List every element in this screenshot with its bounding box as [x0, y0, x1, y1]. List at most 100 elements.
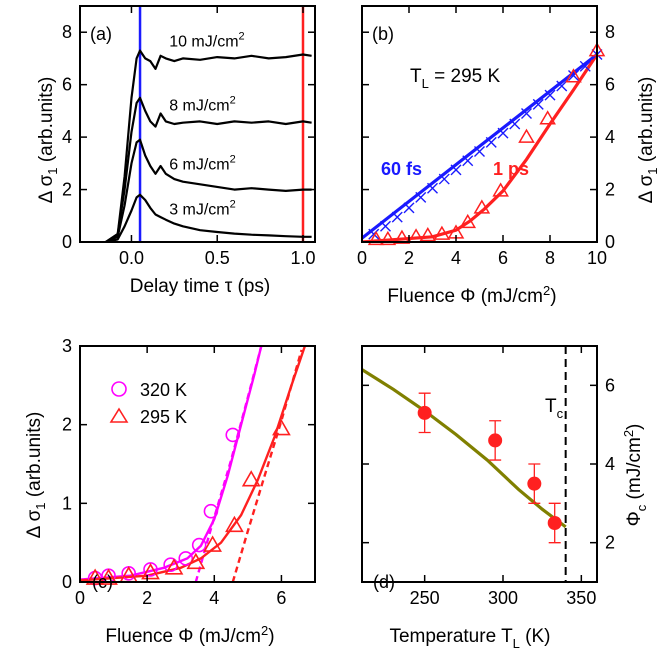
data-point-triangle: [492, 182, 509, 197]
legend-label-295k: 295 K: [140, 407, 187, 427]
data-point-x: [427, 182, 438, 194]
panel-c-xlabel: Fluence Φ (mJ/cm2): [105, 623, 274, 647]
panel-d-marks: [362, 346, 567, 582]
y-tick-label: 4: [605, 127, 615, 147]
panel-b-frame: [361, 5, 598, 243]
y-tick-label: 4: [605, 454, 615, 474]
svg-text:Φc (mJ/cm2): Φc (mJ/cm2): [621, 424, 649, 527]
data-point-circle: [191, 537, 207, 553]
panel-b-xlabel: Fluence Φ (mJ/cm2): [387, 283, 556, 307]
data-point-triangle: [141, 562, 160, 580]
series-label: 10 mJ/cm2: [169, 30, 244, 50]
y-tick-label: 1: [62, 493, 72, 513]
plot-area: [362, 346, 567, 582]
data-point-triangle: [419, 226, 437, 242]
data-point-circle: [225, 427, 241, 443]
data-point-triangle: [272, 418, 291, 436]
x-tick-label: 4: [209, 588, 219, 608]
dashed-line-1: [231, 349, 303, 582]
series-label-60fs: 60 fs: [381, 159, 422, 179]
data-point-triangle: [164, 558, 184, 575]
x-tick-label: 250: [410, 588, 440, 608]
y-tick-label: 8: [62, 22, 72, 42]
data-point-x: [521, 108, 532, 120]
data-point-circle: [178, 551, 194, 566]
svg-text:Δ σ1 (arb.units): Δ σ1 (arb.units): [36, 77, 60, 204]
panel-d-tc-label: Tc: [545, 396, 564, 421]
series-line-0: [105, 49, 312, 242]
data-point-triangle: [518, 128, 535, 143]
panel-c-marks: [80, 346, 307, 586]
legend-label-320k: 320 K: [140, 380, 187, 400]
panel-d-ylabel: Φc (mJ/cm2): [621, 424, 649, 527]
y-tick-label: 2: [605, 533, 615, 553]
data-point-x: [415, 191, 427, 203]
panel-d-ticks: 250 300 350 2 4 6: [362, 346, 615, 608]
data-point-x: [532, 98, 544, 110]
data-point-triangle: [565, 68, 582, 83]
series-label-1ps: 1 ps: [493, 159, 529, 179]
panel-c-legend: 320 K 295 K: [109, 380, 187, 427]
svg-text:Δ σ1 (arb.units): Δ σ1 (arb.units): [636, 77, 660, 204]
svg-text:Fluence Φ (mJ/cm2): Fluence Φ (mJ/cm2): [387, 283, 556, 307]
panel-a: 10 mJ/cm2 8 mJ/cm2 6 mJ/cm2 3 mJ/cm2 0.0 0.5…: [36, 5, 316, 297]
panel-c-label: (c): [92, 572, 113, 592]
data-point-filled: [488, 433, 503, 448]
panel-d-label: (d): [373, 572, 395, 592]
svg-text:Fluence Φ (mJ/cm2): Fluence Φ (mJ/cm2): [105, 623, 274, 647]
fit-line-1: [80, 346, 307, 582]
data-point-x: [368, 228, 380, 240]
panel-c-ylabel: Δ σ1 (arb.units): [24, 412, 48, 539]
legend-marker-320k: [111, 381, 127, 397]
data-point-x: [485, 136, 497, 148]
panel-c-frame: [79, 345, 316, 583]
y-tick-label: 2: [62, 180, 72, 200]
panel-b-ylabel: Δ σ1 (arb.units): [636, 77, 660, 204]
fit-line-1: [362, 53, 597, 242]
y-tick-label: 2: [605, 180, 615, 200]
svg-text:Temperature TL (K): Temperature TL (K): [389, 626, 550, 651]
panel-c: 0 2 4 6 0 1 2 3 (c) 320 K 295 K Fluence Φ (mJ/c…: [24, 336, 316, 647]
panel-d: 250 300 350 2 4 6 (d) Tc Temperature TL (K) Φ…: [361, 345, 649, 651]
x-tick-label: 10: [587, 248, 607, 268]
x-tick-label: 6: [276, 588, 286, 608]
panel-a-xlabel: Delay time τ (ps): [130, 276, 271, 297]
dashed-line-0: [194, 346, 263, 582]
data-point-x: [544, 89, 556, 101]
data-point-triangle: [186, 552, 206, 570]
y-tick-label: 6: [605, 375, 615, 395]
data-point-x: [438, 173, 450, 185]
panel-a-ylabel: Δ σ1 (arb.units): [36, 77, 60, 204]
data-point-triangle: [203, 535, 222, 552]
data-point-triangle: [539, 110, 556, 125]
data-point-x: [403, 202, 415, 214]
y-tick-label: 2: [62, 415, 72, 435]
svg-text:Δ σ1 (arb.units): Δ σ1 (arb.units): [24, 412, 48, 539]
x-tick-label: 0: [357, 248, 367, 268]
x-tick-label: 300: [488, 588, 518, 608]
data-point-circle: [203, 503, 219, 519]
series-line-1: [105, 96, 312, 242]
panel-b-annotation: TL = 295 K: [410, 66, 500, 91]
y-tick-label: 0: [605, 232, 615, 252]
data-point-filled: [547, 516, 562, 530]
data-point-filled: [527, 476, 542, 491]
x-tick-label: 350: [566, 588, 596, 608]
x-tick-label: 4: [451, 248, 461, 268]
data-point-triangle: [379, 230, 397, 246]
x-tick-label: 1.0: [290, 248, 315, 268]
plot-area: [362, 53, 597, 242]
data-point-x: [450, 164, 462, 176]
legend-marker-295k: [109, 407, 129, 423]
panel-b-marks: [362, 42, 606, 246]
series-label: 8 mJ/cm2: [169, 95, 236, 115]
data-point-triangle: [225, 515, 244, 533]
y-tick-label: 0: [62, 572, 72, 592]
data-point-triangle: [393, 229, 411, 244]
y-tick-label: 6: [605, 75, 615, 95]
x-tick-label: 6: [498, 248, 508, 268]
y-tick-label: 6: [62, 75, 72, 95]
data-point-x: [497, 127, 509, 139]
data-point-triangle: [367, 230, 385, 246]
